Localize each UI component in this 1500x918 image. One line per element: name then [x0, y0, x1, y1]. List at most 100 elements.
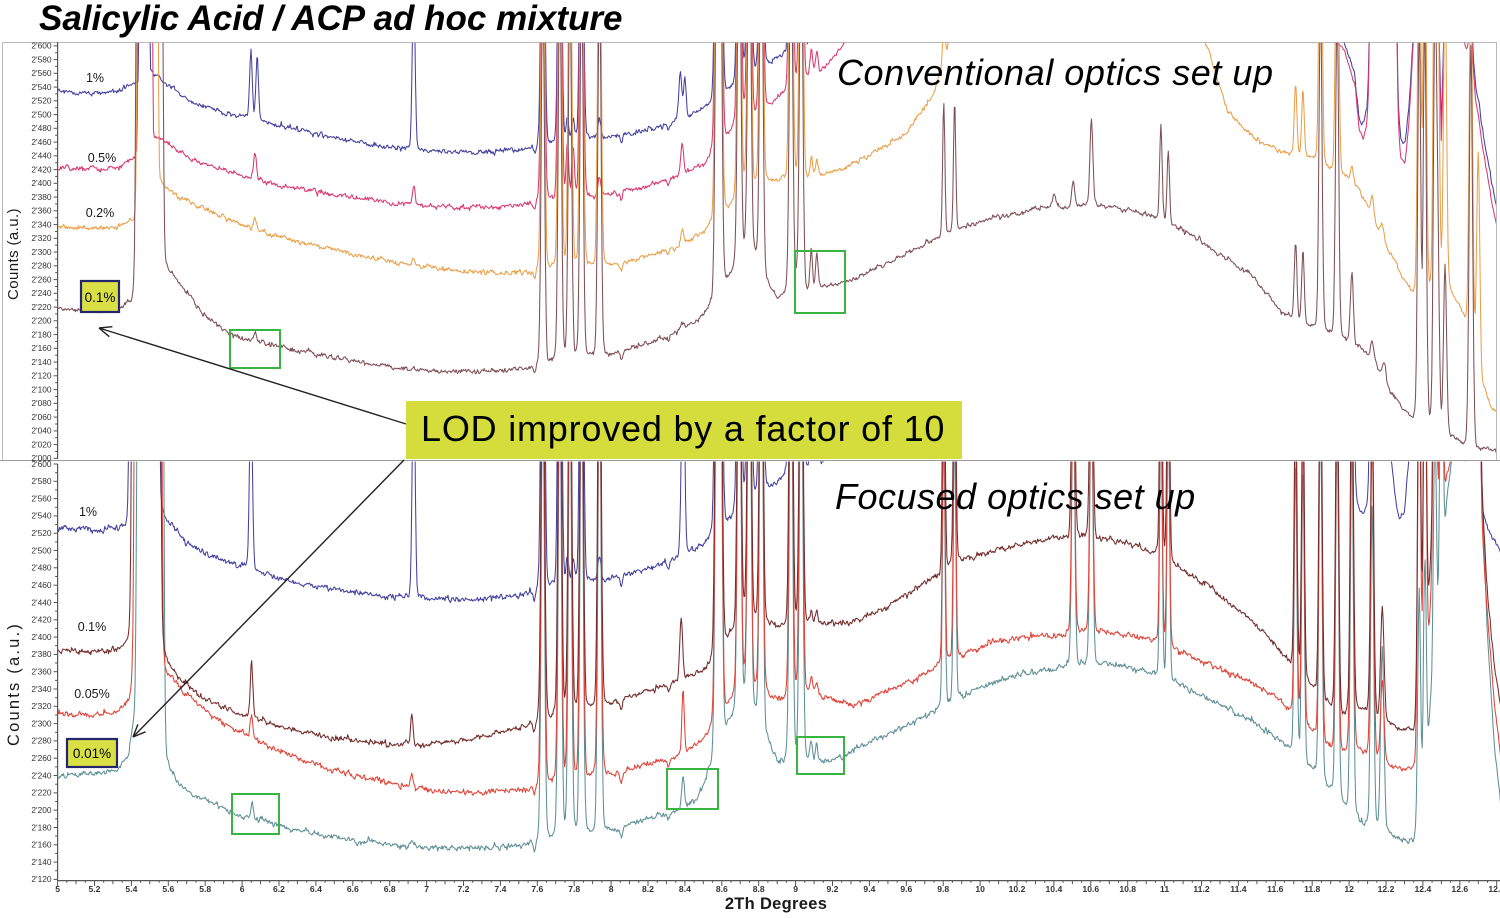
svg-text:9.8: 9.8 [937, 884, 949, 894]
svg-text:11.2: 11.2 [1193, 884, 1209, 894]
svg-text:2'600: 2'600 [31, 459, 52, 469]
svg-text:12.4: 12.4 [1415, 884, 1432, 894]
svg-text:2'200: 2'200 [31, 316, 52, 326]
svg-text:9.4: 9.4 [863, 884, 875, 894]
svg-text:12.8: 12.8 [1488, 884, 1500, 894]
svg-text:2'200: 2'200 [31, 805, 52, 815]
svg-text:11.8: 11.8 [1304, 884, 1320, 894]
svg-text:7: 7 [424, 884, 429, 894]
svg-text:2'580: 2'580 [31, 54, 52, 64]
svg-text:9.6: 9.6 [900, 884, 912, 894]
svg-text:5.8: 5.8 [199, 884, 211, 894]
svg-text:2'540: 2'540 [31, 82, 52, 92]
svg-text:5.6: 5.6 [162, 884, 174, 894]
svg-text:2'240: 2'240 [31, 770, 52, 780]
svg-text:2'520: 2'520 [31, 528, 52, 538]
svg-text:2'320: 2'320 [31, 701, 52, 711]
svg-text:2'580: 2'580 [31, 476, 52, 486]
svg-text:9: 9 [793, 884, 798, 894]
svg-text:2'260: 2'260 [31, 753, 52, 763]
svg-text:2'240: 2'240 [31, 288, 52, 298]
svg-text:2'260: 2'260 [31, 274, 52, 284]
svg-text:10.4: 10.4 [1046, 884, 1063, 894]
svg-text:2'220: 2'220 [31, 788, 52, 798]
svg-text:2'360: 2'360 [31, 667, 52, 677]
svg-text:2'040: 2'040 [31, 426, 52, 436]
svg-text:8.2: 8.2 [642, 884, 654, 894]
svg-text:2'140: 2'140 [31, 357, 52, 367]
svg-text:5: 5 [55, 884, 60, 894]
svg-text:2'120: 2'120 [31, 371, 52, 381]
svg-text:12: 12 [1344, 884, 1354, 894]
svg-text:2'340: 2'340 [31, 684, 52, 694]
svg-text:2'220: 2'220 [31, 302, 52, 312]
svg-text:10: 10 [975, 884, 985, 894]
svg-text:2'460: 2'460 [31, 137, 52, 147]
svg-text:0.1%: 0.1% [85, 290, 116, 305]
svg-text:2'380: 2'380 [31, 649, 52, 659]
svg-text:11: 11 [1160, 884, 1169, 894]
svg-text:2'440: 2'440 [31, 597, 52, 607]
svg-text:2'520: 2'520 [31, 96, 52, 106]
svg-text:Salicylic Acid / ACP ad hoc mi: Salicylic Acid / ACP ad hoc mixture [39, 0, 623, 38]
svg-text:LOD improved by a factor of 10: LOD improved by a factor of 10 [421, 408, 945, 449]
svg-text:Counts (a.u.): Counts (a.u.) [5, 208, 22, 300]
svg-text:8.6: 8.6 [716, 884, 728, 894]
svg-text:2'400: 2'400 [31, 632, 52, 642]
svg-text:2'100: 2'100 [31, 384, 52, 394]
svg-text:6.4: 6.4 [310, 884, 322, 894]
svg-text:2'320: 2'320 [31, 233, 52, 243]
svg-text:Focused optics set up: Focused optics set up [835, 476, 1196, 517]
svg-text:8.4: 8.4 [679, 884, 691, 894]
svg-text:1%: 1% [79, 505, 97, 519]
svg-text:2'280: 2'280 [31, 736, 52, 746]
svg-text:2'340: 2'340 [31, 219, 52, 229]
svg-text:6.6: 6.6 [347, 884, 359, 894]
svg-text:2'420: 2'420 [31, 164, 52, 174]
svg-text:2'000: 2'000 [31, 453, 52, 463]
svg-text:5.2: 5.2 [89, 884, 101, 894]
svg-text:2'280: 2'280 [31, 261, 52, 271]
svg-text:6.2: 6.2 [273, 884, 285, 894]
svg-text:2'480: 2'480 [31, 123, 52, 133]
svg-text:12.6: 12.6 [1451, 884, 1468, 894]
svg-text:0.2%: 0.2% [86, 206, 115, 220]
svg-text:2'500: 2'500 [31, 109, 52, 119]
svg-text:2'180: 2'180 [31, 822, 52, 832]
svg-text:10.2: 10.2 [1009, 884, 1026, 894]
svg-text:10.6: 10.6 [1082, 884, 1099, 894]
svg-text:8.8: 8.8 [753, 884, 765, 894]
svg-text:1%: 1% [86, 71, 104, 85]
svg-text:2'480: 2'480 [31, 563, 52, 573]
svg-text:8: 8 [609, 884, 614, 894]
svg-text:2'140: 2'140 [31, 857, 52, 867]
svg-text:0.05%: 0.05% [74, 687, 109, 701]
svg-text:7.4: 7.4 [494, 884, 506, 894]
svg-text:2'080: 2'080 [31, 398, 52, 408]
svg-text:11.4: 11.4 [1230, 884, 1246, 894]
svg-text:2'060: 2'060 [31, 412, 52, 422]
svg-text:0.01%: 0.01% [73, 746, 111, 761]
svg-text:7.2: 7.2 [458, 884, 470, 894]
svg-text:2'380: 2'380 [31, 192, 52, 202]
svg-text:2'180: 2'180 [31, 329, 52, 339]
svg-text:9.2: 9.2 [827, 884, 839, 894]
svg-text:2'560: 2'560 [31, 493, 52, 503]
svg-text:2'440: 2'440 [31, 151, 52, 161]
svg-text:2'360: 2'360 [31, 206, 52, 216]
svg-text:2Th Degrees: 2Th Degrees [725, 895, 827, 913]
svg-text:7.8: 7.8 [568, 884, 580, 894]
svg-text:6: 6 [240, 884, 245, 894]
svg-text:2'400: 2'400 [31, 178, 52, 188]
svg-text:2'300: 2'300 [31, 247, 52, 257]
svg-text:2'160: 2'160 [31, 343, 52, 353]
svg-text:2'500: 2'500 [31, 545, 52, 555]
svg-text:2'600: 2'600 [31, 41, 52, 51]
svg-text:0.1%: 0.1% [78, 620, 107, 634]
svg-text:Counts (a.u.): Counts (a.u.) [5, 622, 23, 746]
svg-text:2'560: 2'560 [31, 68, 52, 78]
svg-text:Conventional optics set up: Conventional optics set up [837, 52, 1274, 93]
svg-text:0.5%: 0.5% [88, 151, 117, 165]
svg-text:2'160: 2'160 [31, 840, 52, 850]
svg-text:10.8: 10.8 [1119, 884, 1136, 894]
